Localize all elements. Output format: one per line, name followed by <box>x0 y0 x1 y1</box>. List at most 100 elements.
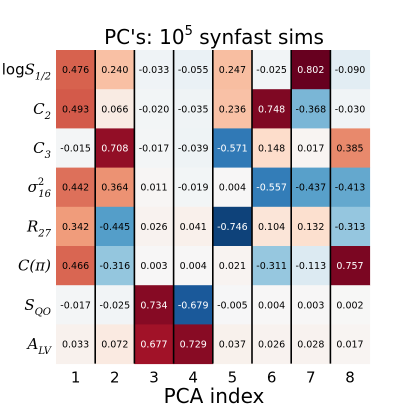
cell-value-label: 0.677 <box>140 340 167 351</box>
heatmap-cell <box>56 206 96 247</box>
x-tick-label: 7 <box>306 369 316 387</box>
x-tick-label: 1 <box>71 369 81 387</box>
x-tick-label: 3 <box>149 369 159 387</box>
row-label: σ2 16 <box>28 177 52 200</box>
heatmap-cell <box>212 128 253 169</box>
cell-value-label: 0.026 <box>258 340 285 351</box>
row-label: C(π) <box>18 257 51 275</box>
cell-value-label: 0.476 <box>62 65 89 76</box>
cell-value-label: 0.757 <box>336 261 363 272</box>
chart-title: PC's: 105 synfast sims <box>104 24 324 49</box>
heatmap-cell <box>252 128 292 169</box>
heatmap-cell <box>95 285 135 325</box>
cell-value-label: -0.033 <box>139 65 170 76</box>
cell-value-label: -0.025 <box>99 300 130 311</box>
chart-title-main: PC's: 10 <box>104 25 185 49</box>
heatmap-cell <box>134 89 175 129</box>
heatmap-cell <box>56 167 96 208</box>
heatmap-cell <box>173 50 214 90</box>
cell-value-label: 0.708 <box>101 144 128 155</box>
x-tick-label: 2 <box>110 369 120 387</box>
cell-value-label: -0.055 <box>178 65 209 76</box>
heatmap-cell <box>173 324 214 365</box>
cell-value-label: 0.240 <box>101 65 128 76</box>
heatmap-cell <box>173 89 214 129</box>
cell-value-label: 0.729 <box>180 340 207 351</box>
heatmap-cell <box>95 89 135 129</box>
cell-value-label: 0.028 <box>297 340 324 351</box>
cell-value-label: -0.316 <box>99 261 130 272</box>
heatmap-cell <box>252 324 292 365</box>
cell-value-label: 0.748 <box>258 104 285 115</box>
cell-value-label: 0.066 <box>101 104 128 115</box>
heatmap-cell <box>330 206 371 247</box>
heatmap-cell <box>173 206 214 247</box>
cell-value-label: 0.041 <box>180 222 207 233</box>
heatmap-cell <box>134 128 175 169</box>
cell-value-label: 0.104 <box>258 222 285 233</box>
heatmap-cell <box>330 50 371 90</box>
heatmap-cell <box>56 285 96 325</box>
heatmap-cell <box>212 246 253 286</box>
heatmap-cell <box>212 285 253 325</box>
cell-value-label: 0.004 <box>219 183 246 194</box>
cell-value-label: 0.017 <box>336 340 363 351</box>
cell-value-label: -0.039 <box>178 144 209 155</box>
cell-value-label: -0.746 <box>217 222 248 233</box>
heatmap-cell <box>212 167 253 208</box>
cell-value-label: 0.003 <box>140 261 167 272</box>
heatmap-cell <box>173 246 214 286</box>
cell-value-label: 0.734 <box>140 300 167 311</box>
cell-value-label: 0.442 <box>62 183 89 194</box>
heatmap-cell <box>212 324 253 365</box>
heatmap-cell <box>134 324 175 365</box>
heatmap-cell <box>252 246 292 286</box>
cell-value-label: -0.445 <box>99 222 130 233</box>
cell-value-label: -0.035 <box>178 104 209 115</box>
x-tick-labels: 1 2 3 4 5 6 7 8 <box>71 369 355 387</box>
cell-value-label: 0.342 <box>62 222 89 233</box>
cell-value-label: -0.557 <box>256 183 287 194</box>
chart-title-suffix: synfast sims <box>193 25 324 49</box>
heatmap-cell <box>173 128 214 169</box>
heatmap-cell <box>56 89 96 129</box>
cell-value-label: -0.015 <box>60 144 91 155</box>
row-label: SQO <box>24 296 51 318</box>
heatmap-cell <box>95 167 135 208</box>
heatmap-cell <box>95 324 135 365</box>
heatmap-cell <box>134 206 175 247</box>
heatmap-cell <box>134 246 175 286</box>
cell-value-label: -0.413 <box>335 183 366 194</box>
heatmap-cell <box>330 89 371 129</box>
heatmap-cell <box>212 206 253 247</box>
chart-title-exponent: 5 <box>185 24 193 39</box>
heatmap-cell <box>291 206 331 247</box>
heatmap-cell <box>330 167 371 208</box>
cell-value-label: 0.466 <box>62 261 89 272</box>
heatmap-cell <box>330 246 371 286</box>
heatmap-cell <box>134 50 175 90</box>
heatmap-cells: 0.476 0.240 -0.033 -0.055 0.247 -0.025 0.802 -0… <box>56 50 371 365</box>
cell-value-label: 0.017 <box>297 144 324 155</box>
heatmap-cell <box>56 324 96 365</box>
row-label: R27 <box>26 217 52 239</box>
cell-value-label: 0.236 <box>219 104 246 115</box>
heatmap-cell <box>252 50 292 90</box>
cell-value-label: -0.311 <box>256 261 287 272</box>
cell-value-label: -0.571 <box>217 144 248 155</box>
cell-value-label: 0.037 <box>219 340 246 351</box>
cell-value-label: 0.132 <box>297 222 324 233</box>
heatmap-cell <box>95 50 135 90</box>
cell-value-label: 0.364 <box>101 183 128 194</box>
heatmap-cell <box>95 246 135 286</box>
cell-value-label: -0.025 <box>256 65 287 76</box>
cell-value-label: 0.802 <box>297 65 324 76</box>
cell-value-label: -0.679 <box>178 300 209 311</box>
cell-value-label: 0.004 <box>180 261 207 272</box>
cell-value-label: 0.072 <box>101 340 128 351</box>
x-tick-label: 4 <box>188 369 198 387</box>
cell-value-label: -0.313 <box>335 222 366 233</box>
heatmap-cell <box>330 324 371 365</box>
cell-value-label: 0.003 <box>297 300 324 311</box>
